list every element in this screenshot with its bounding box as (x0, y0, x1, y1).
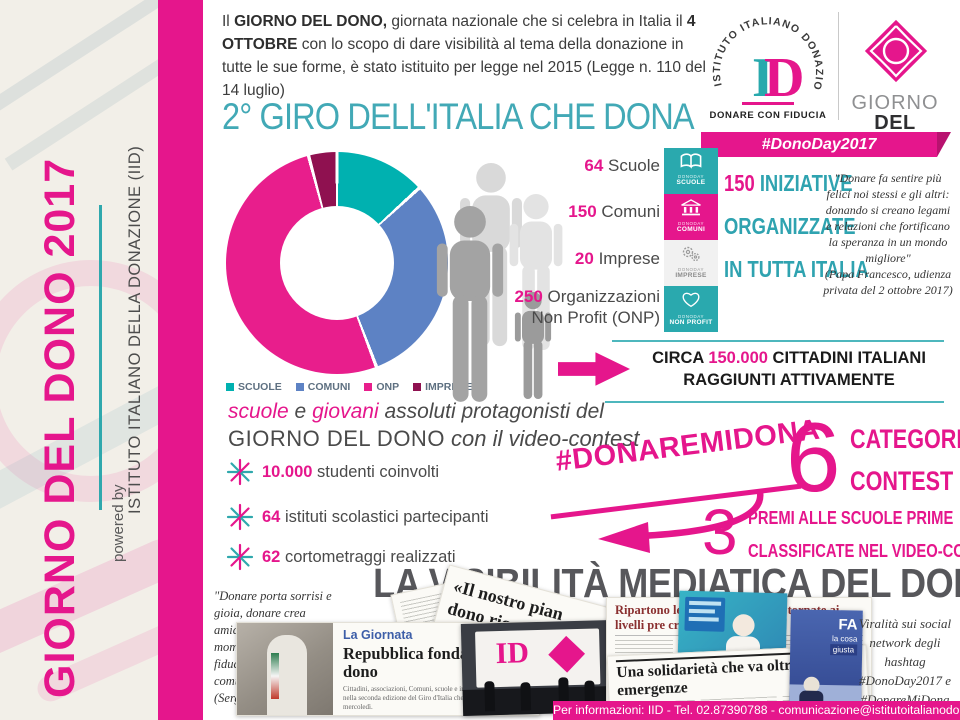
section-title-giro: 2° GIRO DELL'ITALIA CHE DONA (222, 96, 695, 137)
prizes-label: PREMI ALLE SCUOLE PRIME CLASSIFICATE NEL… (748, 508, 960, 561)
asterisk-bullet-icon (226, 458, 254, 486)
watermark-texture (0, 0, 158, 116)
prizes-count: 3 (702, 496, 738, 568)
gdd-line1: GIORNO (851, 92, 939, 114)
legend-item: ONP (364, 381, 399, 393)
person-silhouette (436, 206, 504, 402)
sidebar-divider-line (99, 205, 102, 510)
curved-arrow-icon (598, 492, 764, 553)
reach-statement: CIRCA 150.000 CITTADINI ITALIANI RAGGIUN… (652, 349, 926, 389)
asterisk-bullet-icon (226, 543, 254, 571)
legend-swatch (364, 383, 373, 391)
tv-screenshot-fa-la-cosa-giusta: FA la cosa giusta (789, 609, 863, 708)
legend-item: SCUOLE (226, 381, 282, 393)
donut-chart (226, 152, 448, 374)
intro-paragraph: Il GIORNO DEL DONO, giornata nazionale c… (222, 10, 708, 102)
logo-divider (838, 12, 839, 120)
categories-count: 6 (786, 402, 841, 512)
municipality-icon (681, 199, 701, 216)
donoday-hashtag-banner: #DonoDay2017 (701, 132, 937, 157)
iid-letter-i: I (752, 47, 774, 109)
legend-swatch (295, 383, 304, 391)
legend-swatch (226, 383, 234, 391)
divider-line (612, 340, 944, 342)
categories-label: CATEGORIE CONTEST (850, 424, 960, 496)
bullet-cortometraggi: 62 cortometraggi realizzati (262, 548, 456, 566)
clipping-kicker: La Giornata (343, 628, 413, 642)
left-sidebar: GIORNO DEL DONO 2017 powered by ISTITUTO… (0, 0, 158, 720)
divider-line (605, 401, 944, 403)
iniziative-block: 150 INIZIATIVE ORGANIZZATE IN TUTTA ITAL… (724, 170, 869, 282)
heart-icon (682, 292, 700, 308)
stat-scuole: 64 Scuole (584, 156, 660, 175)
intro-text: con lo scopo di dare visibilità al tema … (222, 36, 706, 99)
legend-label: SCUOLE (238, 381, 282, 393)
asterisk-bullet-icon (226, 503, 254, 531)
badge-donoday-nonprofit: DONODAY NON PROFIT (664, 286, 718, 332)
legend-swatch (413, 383, 422, 391)
gears-icon (682, 246, 700, 262)
stat-imprese: 20 Imprese (574, 249, 660, 268)
intro-bold: 4 OTTOBRE (222, 13, 696, 53)
intro-bold: GIORNO DEL DONO, (234, 13, 388, 30)
bullet-studenti: 10.000 studenti coinvolti (262, 463, 440, 481)
stat-comuni: 150 Comuni (568, 202, 660, 221)
stat-onp: 250 Organizzazioni Non Profit (ONP) (514, 287, 660, 327)
social-virality-note: Viralità sui social network degli hashta… (858, 616, 952, 707)
iid-tagline: DONARE CON FIDUCIA (710, 110, 827, 121)
pink-accent-bar (158, 0, 203, 720)
event-title-vertical: GIORNO DEL DONO 2017 (36, 157, 84, 698)
legend-label: COMUNI (307, 381, 351, 393)
tv-backdrop-letters: ID (495, 636, 530, 671)
banner-fold (937, 132, 951, 157)
bullet-istituti: 64 istituti scolastici partecipanti (262, 508, 489, 526)
clipping-photo (237, 623, 333, 715)
intro-text: Il (222, 13, 235, 30)
legend-label: ONP (376, 381, 400, 393)
organization-label: ISTITUTO ITALIANO DELLA DONAZIONE (IID) (126, 145, 144, 514)
iid-letter-d: D (764, 47, 804, 109)
powered-by-label: powered by (110, 484, 127, 562)
legend-item: COMUNI (295, 381, 351, 393)
papa-francesco-quote: "Donare fa sentire più felici noi stessi… (823, 171, 953, 297)
iid-logo: ISTITUTO ITALIANO DONAZIONE I D DONARE C… (696, 0, 836, 128)
right-arrow-icon (558, 352, 630, 386)
badge-donoday-comuni: DONODAY COMUNI (664, 194, 718, 240)
contact-footer: Per informazioni: IID - Tel. 02.87390788… (553, 701, 960, 720)
contest-intro-line2: GIORNO DEL DONO con il video-contest (228, 426, 640, 451)
contest-intro-line1: scuole e giovani assoluti protagonisti d… (228, 400, 604, 423)
intro-text: giornata nazionale che si celebra in Ita… (387, 13, 687, 30)
open-book-icon (680, 153, 702, 169)
badge-donoday-scuole: DONODAY SCUOLE (664, 148, 718, 194)
giorno-del-dono-logo-icon (860, 14, 932, 93)
badge-donoday-imprese: DONODAY IMPRESE (664, 240, 718, 286)
clipping-body: Cittadini, associazioni, Comuni, scuole … (343, 685, 482, 711)
